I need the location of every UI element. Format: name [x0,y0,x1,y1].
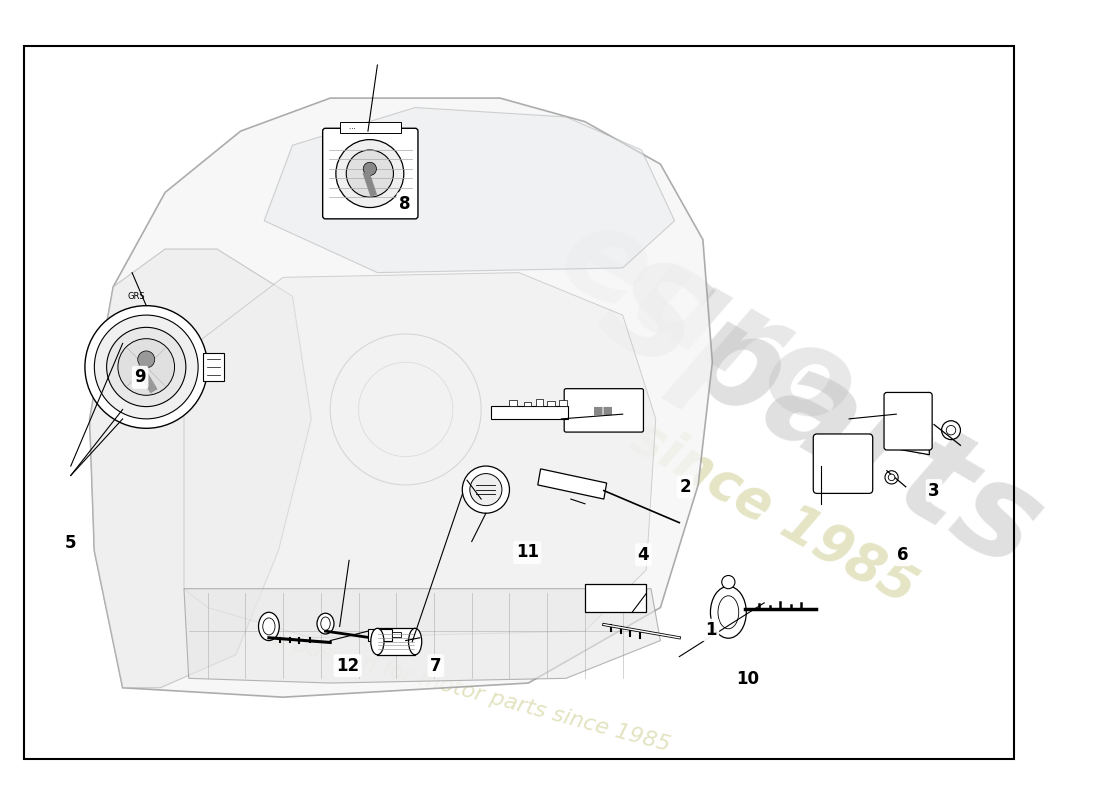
Polygon shape [538,469,607,499]
Text: 11: 11 [516,543,539,562]
Text: a passion for motor parts since 1985: a passion for motor parts since 1985 [271,630,672,755]
Bar [560,400,566,406]
Text: 8: 8 [399,194,410,213]
Ellipse shape [718,596,739,629]
Text: 12: 12 [337,657,360,674]
Text: since 1985: since 1985 [623,411,925,615]
Ellipse shape [321,617,330,630]
Circle shape [107,327,186,406]
Ellipse shape [408,628,421,654]
Text: 3: 3 [928,482,939,499]
FancyBboxPatch shape [813,434,872,494]
Text: GRS: GRS [128,292,145,301]
FancyBboxPatch shape [564,389,644,432]
Text: ...: ... [349,124,359,130]
Polygon shape [184,273,656,638]
Circle shape [722,575,735,589]
Polygon shape [89,249,311,688]
Bar [585,584,647,612]
Circle shape [886,470,899,484]
Polygon shape [264,107,674,273]
Text: 5: 5 [65,534,76,553]
Text: 2: 2 [679,478,691,496]
Bar [509,400,517,406]
FancyBboxPatch shape [884,393,932,450]
Ellipse shape [711,586,746,638]
Bar [536,399,543,406]
Circle shape [889,474,895,481]
Text: 10: 10 [736,670,759,688]
Polygon shape [887,393,929,454]
Circle shape [462,466,509,514]
Bar [340,122,402,133]
Circle shape [942,421,960,440]
Circle shape [946,426,956,435]
Circle shape [336,140,404,207]
Circle shape [346,150,394,197]
Bar [491,406,568,419]
Bar [377,628,415,654]
Polygon shape [89,98,713,697]
Ellipse shape [371,628,384,654]
Text: 4: 4 [638,546,649,564]
Text: 7: 7 [430,657,442,674]
Text: 6: 6 [898,546,909,564]
Ellipse shape [317,614,334,634]
Circle shape [363,162,376,175]
Circle shape [85,306,208,428]
Circle shape [95,315,198,419]
Bar [524,402,531,406]
Text: 1: 1 [705,622,717,639]
Ellipse shape [258,612,279,641]
Text: ■■: ■■ [593,406,614,415]
Text: Sparts: Sparts [579,242,1063,595]
Circle shape [138,351,155,368]
Bar [547,401,554,406]
Text: euro: euro [538,192,877,458]
Circle shape [118,338,175,395]
Polygon shape [184,589,660,683]
Ellipse shape [263,618,275,635]
Bar [566,390,641,430]
Circle shape [470,474,502,506]
Bar [202,353,223,381]
Text: 9: 9 [134,368,146,386]
Bar [392,632,402,637]
FancyBboxPatch shape [322,128,418,219]
Bar [368,630,392,641]
Polygon shape [816,436,872,490]
